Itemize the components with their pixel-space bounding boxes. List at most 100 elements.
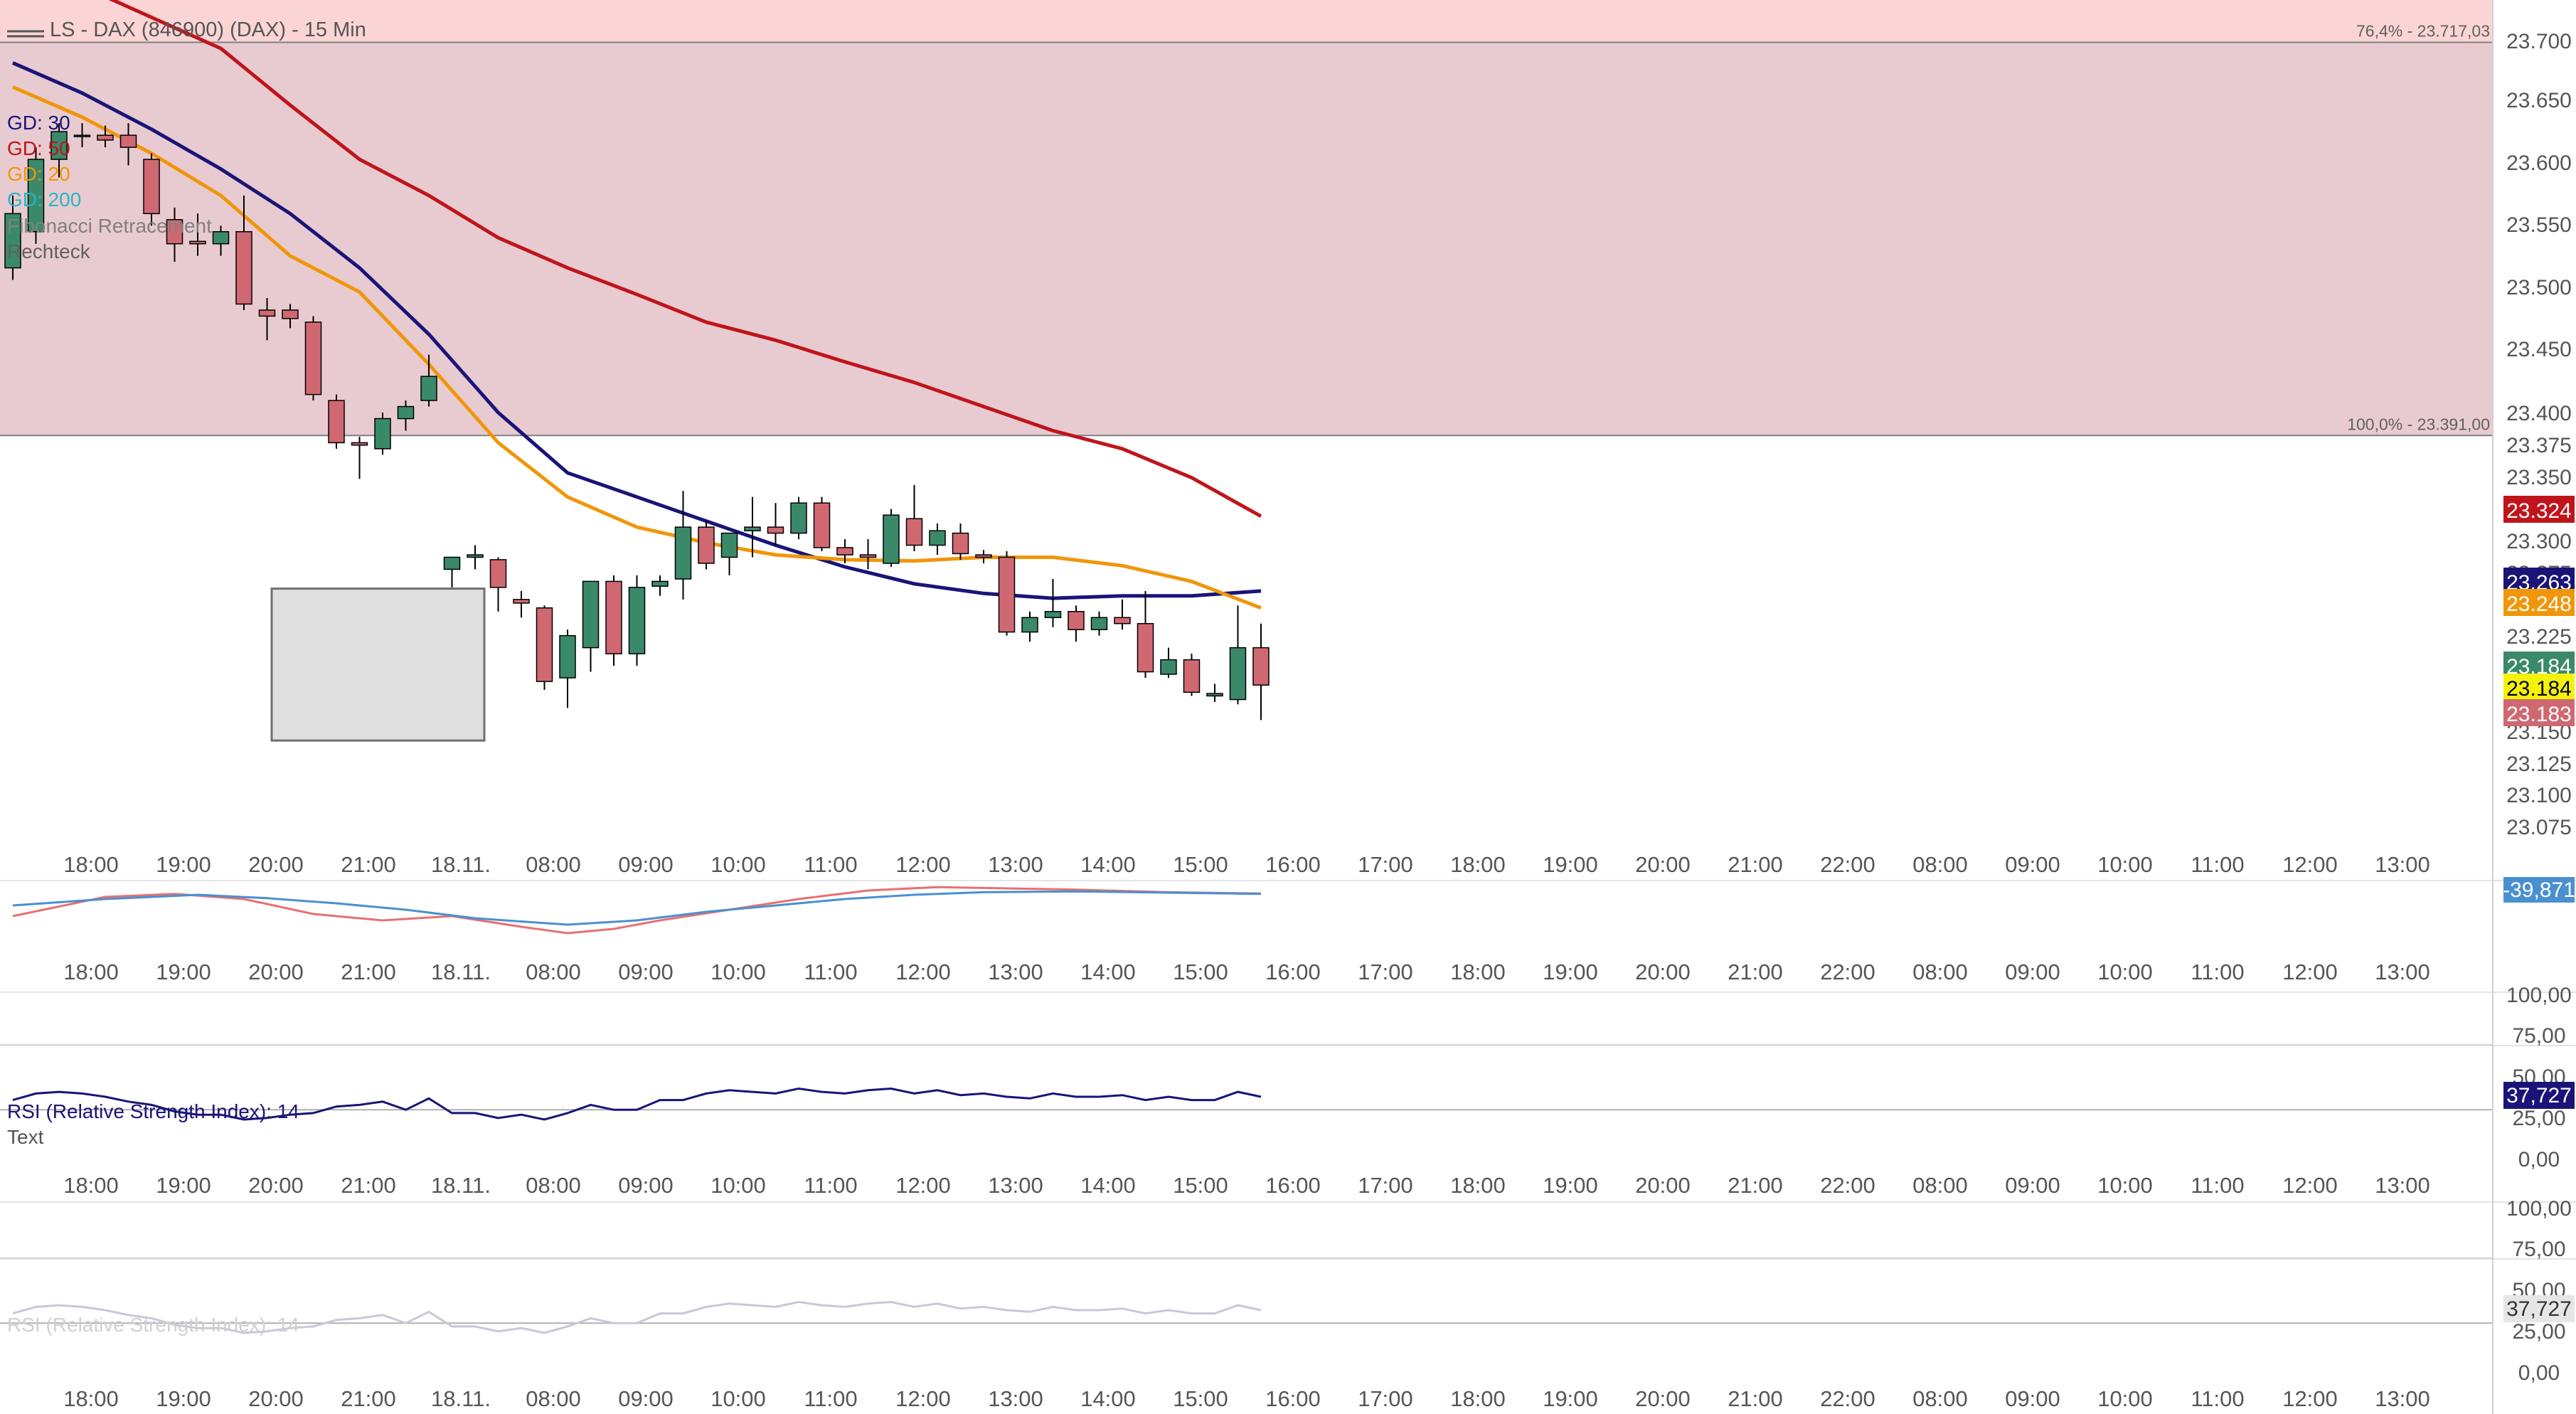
candle-body[interactable] <box>50 131 68 160</box>
time-axis-label: 19:00 <box>156 960 211 984</box>
candle-body[interactable] <box>328 400 345 444</box>
candle-body[interactable] <box>374 418 391 450</box>
candle-body[interactable] <box>212 231 230 245</box>
rsi-tick-label: 25,00 <box>2512 1320 2565 1344</box>
candle-body[interactable] <box>397 405 415 420</box>
fib-label-76: 76,4% - 23.717,03 <box>2356 22 2490 41</box>
time-axis-label: 17:00 <box>1358 852 1413 877</box>
candle-body[interactable] <box>304 321 322 395</box>
candle-body[interactable] <box>189 240 206 245</box>
candle-body[interactable] <box>420 376 437 401</box>
candle-body[interactable] <box>1021 617 1038 633</box>
time-axis-label: 08:00 <box>1912 852 1968 877</box>
candle-body[interactable] <box>744 526 761 531</box>
moving-average-line[interactable] <box>13 0 1262 518</box>
candle-body[interactable] <box>1137 622 1154 673</box>
candle-body[interactable] <box>351 442 368 446</box>
price-tick-label: 23.075 <box>2506 816 2572 839</box>
time-axis-label: 14:00 <box>1080 852 1136 877</box>
candle-body[interactable] <box>1090 617 1108 630</box>
rsi-line[interactable] <box>12 1087 1262 1121</box>
candle-body[interactable] <box>790 502 807 534</box>
candle-body[interactable] <box>166 219 183 245</box>
time-axis-label: 08:00 <box>526 1173 581 1198</box>
time-axis-label: 11:00 <box>804 852 857 877</box>
time-axis-label: 11:00 <box>2191 1173 2244 1198</box>
legend-item: Rechteck <box>7 240 91 262</box>
candle-body[interactable] <box>258 309 276 317</box>
candle-body[interactable] <box>143 159 160 215</box>
candle-body[interactable] <box>836 547 853 556</box>
candle-body[interactable] <box>467 554 484 558</box>
candle-body[interactable] <box>813 502 831 548</box>
price-tick-label: 23.550 <box>2506 213 2572 237</box>
candle-body[interactable] <box>97 134 114 141</box>
candle-body[interactable] <box>674 526 692 580</box>
candle-body[interactable] <box>489 559 507 588</box>
candle-body[interactable] <box>1252 647 1270 686</box>
candle-body[interactable] <box>929 530 946 546</box>
candle-body[interactable] <box>1160 659 1177 675</box>
candle-body[interactable] <box>720 532 738 558</box>
candle-body[interactable] <box>1183 659 1201 693</box>
time-axis-label: 18:00 <box>1450 1386 1506 1411</box>
legend-item: GD: 50 <box>7 137 70 159</box>
fib-band-upper <box>0 0 2493 43</box>
candle-body[interactable] <box>282 309 299 319</box>
time-axis-label: 12:00 <box>895 1173 951 1198</box>
time-axis-label: 09:00 <box>2005 852 2060 877</box>
price-tick-label: 23.500 <box>2506 276 2572 299</box>
candle-body[interactable] <box>859 554 877 558</box>
candle-body[interactable] <box>1229 647 1247 701</box>
candle-body[interactable] <box>905 518 923 546</box>
candle-body[interactable] <box>235 231 252 305</box>
candle-body[interactable] <box>443 556 461 570</box>
rectangle-drawing[interactable] <box>270 588 486 742</box>
candle-body[interactable] <box>582 580 600 649</box>
candle-body[interactable] <box>1206 693 1223 697</box>
time-axis-label: 11:00 <box>804 960 857 984</box>
legend-item: GD: 30 <box>7 112 70 134</box>
candle-body[interactable] <box>4 213 21 269</box>
time-axis-label: 21:00 <box>341 852 396 877</box>
rsi-line[interactable] <box>12 1300 1262 1334</box>
time-axis-label: 20:00 <box>1635 960 1691 984</box>
time-axis-label: 12:00 <box>895 960 951 984</box>
candle-body[interactable] <box>952 532 969 555</box>
rsi-text-label: Text <box>7 1126 44 1148</box>
price-badge <box>2503 496 2575 523</box>
candle-body[interactable] <box>1068 611 1085 630</box>
candle-body[interactable] <box>698 526 715 564</box>
candle-body[interactable] <box>651 580 669 587</box>
candle-body[interactable] <box>27 159 45 233</box>
candle-body[interactable] <box>605 580 622 654</box>
candle-body[interactable] <box>1114 617 1131 624</box>
rsi-badge-label-2: 37,727 <box>2506 1297 2572 1321</box>
time-axis-label: 10:00 <box>2097 1386 2153 1411</box>
macd-line[interactable] <box>12 890 1262 926</box>
macd-line[interactable] <box>12 886 1262 935</box>
candle-body[interactable] <box>975 554 992 558</box>
candle-body[interactable] <box>998 556 1016 633</box>
time-axis-label: 22:00 <box>1820 1173 1875 1198</box>
candle-body[interactable] <box>1044 611 1062 618</box>
candle-body[interactable] <box>883 514 900 564</box>
time-axis-label: 21:00 <box>1728 1173 1783 1198</box>
time-axis-label: 10:00 <box>2097 960 2153 984</box>
candle-body[interactable] <box>73 134 91 137</box>
candle-body[interactable] <box>559 634 576 679</box>
legend-item: GD: 20 <box>7 163 70 185</box>
time-axis-label: 09:00 <box>2005 1386 2060 1411</box>
moving-average-line[interactable] <box>12 85 1262 610</box>
time-axis-label: 09:00 <box>618 1386 674 1411</box>
candle-body[interactable] <box>513 599 530 604</box>
candle-body[interactable] <box>767 526 784 534</box>
candle-body[interactable] <box>119 134 137 148</box>
candle-body[interactable] <box>628 587 646 654</box>
candle-body[interactable] <box>536 607 553 682</box>
rsi-badge <box>2503 1082 2575 1109</box>
time-axis-label: 13:00 <box>2375 852 2430 877</box>
time-axis-label: 12:00 <box>895 852 951 877</box>
time-axis-label: 14:00 <box>1080 1386 1136 1411</box>
